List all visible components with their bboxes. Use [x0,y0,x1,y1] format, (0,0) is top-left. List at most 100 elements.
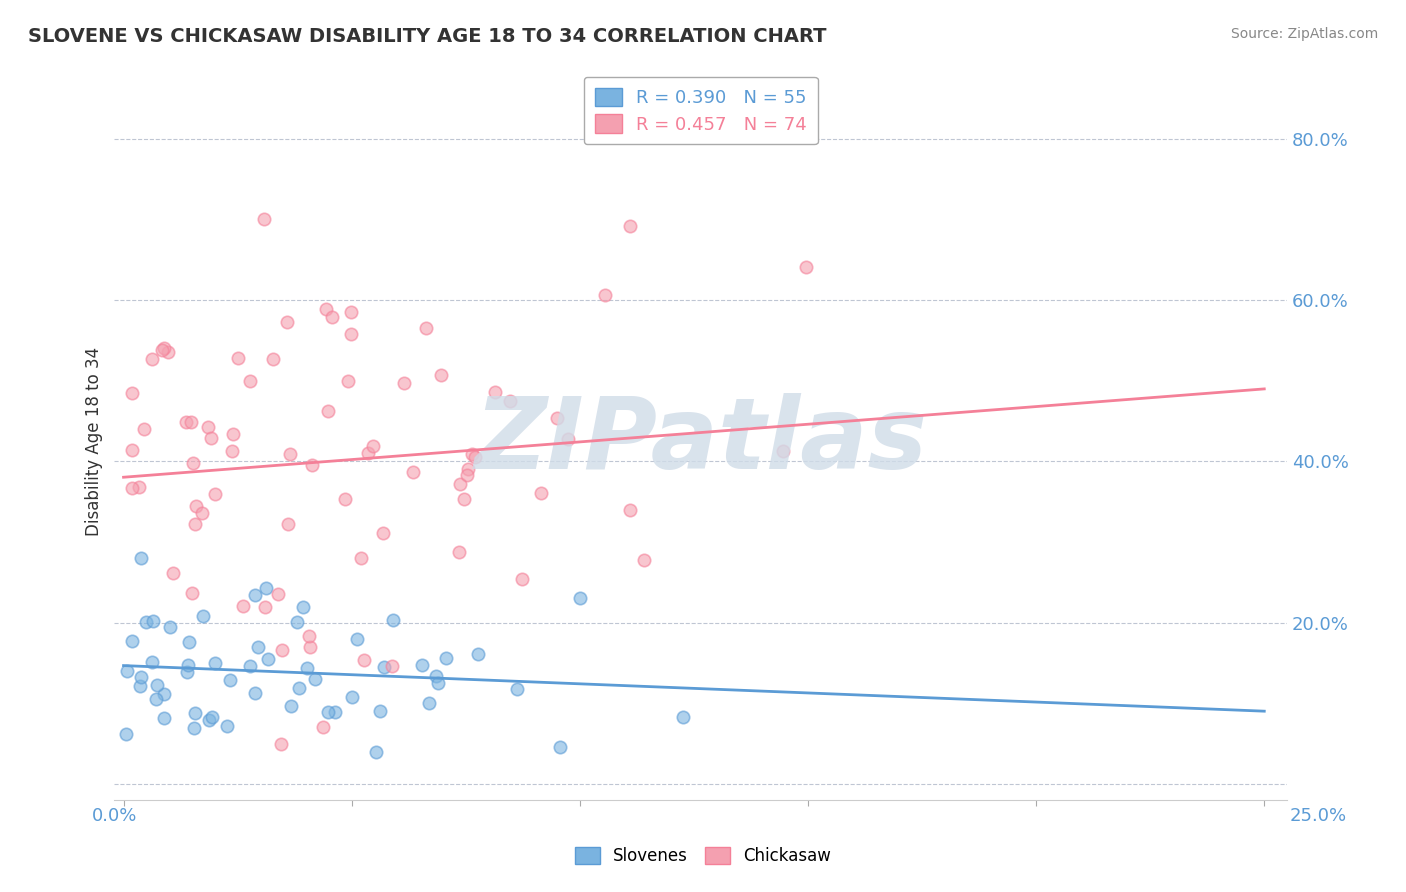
Chickasaw [276,315,298,329]
Slovenes [146,678,169,692]
Chickasaw [271,643,294,657]
Chickasaw [449,476,471,491]
Chickasaw [262,351,284,366]
Chickasaw [361,439,384,453]
Chickasaw [132,422,155,436]
Chickasaw [191,506,214,520]
Slovenes [505,682,527,697]
Slovenes [288,681,311,695]
Slovenes [153,687,176,701]
Chickasaw [311,720,333,734]
Text: 0.0%: 0.0% [91,807,136,825]
Chickasaw [315,301,337,316]
Slovenes [342,690,364,705]
Chickasaw [270,737,292,751]
Chickasaw [340,305,363,319]
Chickasaw [239,375,262,389]
Slovenes [550,740,572,755]
Slovenes [191,609,214,624]
Slovenes [243,588,266,602]
Slovenes [418,696,440,710]
Chickasaw [593,288,616,302]
Slovenes [129,551,152,566]
Chickasaw [316,404,339,418]
Slovenes [425,669,447,683]
Chickasaw [430,368,453,382]
Chickasaw [141,351,163,366]
Slovenes [568,591,591,605]
Slovenes [411,658,433,673]
Chickasaw [498,393,520,408]
Slovenes [183,721,205,735]
Chickasaw [180,415,202,429]
Chickasaw [183,456,205,470]
Slovenes [467,647,489,661]
Chickasaw [461,447,484,461]
Chickasaw [121,386,143,401]
Slovenes [238,658,260,673]
Chickasaw [546,411,568,425]
Slovenes [184,706,207,721]
Chickasaw [253,600,276,615]
Chickasaw [337,375,360,389]
Chickasaw [449,544,471,558]
Slovenes [219,673,242,687]
Chickasaw [321,310,343,324]
Slovenes [117,664,139,678]
Slovenes [131,670,153,684]
Chickasaw [301,458,323,473]
Chickasaw [619,219,641,233]
Slovenes [142,614,165,628]
Slovenes [201,710,224,724]
Slovenes [129,679,152,693]
Slovenes [381,613,404,627]
Slovenes [373,660,395,674]
Chickasaw [794,260,817,274]
Chickasaw [350,551,373,566]
Chickasaw [162,566,184,581]
Chickasaw [267,587,290,601]
Slovenes [426,676,449,690]
Chickasaw [298,629,321,643]
Chickasaw [453,491,475,506]
Chickasaw [221,443,243,458]
Chickasaw [484,385,506,400]
Slovenes [135,615,157,629]
Slovenes [247,640,270,654]
Chickasaw [128,480,150,494]
Chickasaw [394,376,416,390]
Slovenes [204,656,226,670]
Chickasaw [298,640,321,654]
Y-axis label: Disability Age 18 to 34: Disability Age 18 to 34 [86,347,103,536]
Chickasaw [232,599,254,613]
Slovenes [295,661,318,675]
Chickasaw [619,503,641,517]
Chickasaw [121,442,143,457]
Slovenes [292,599,315,614]
Chickasaw [456,467,478,482]
Legend: Slovenes, Chickasaw: Slovenes, Chickasaw [565,837,841,875]
Chickasaw [415,320,437,334]
Chickasaw [184,516,207,531]
Chickasaw [464,450,486,464]
Text: ZIPatlas: ZIPatlas [474,392,928,490]
Slovenes [114,727,136,741]
Slovenes [145,692,167,706]
Slovenes [280,699,302,714]
Slovenes [141,655,163,669]
Chickasaw [197,420,219,434]
Chickasaw [333,492,356,507]
Chickasaw [152,341,174,355]
Text: SLOVENE VS CHICKASAW DISABILITY AGE 18 TO 34 CORRELATION CHART: SLOVENE VS CHICKASAW DISABILITY AGE 18 T… [28,27,827,45]
Chickasaw [357,446,380,460]
Chickasaw [353,653,375,667]
Chickasaw [184,499,207,513]
Slovenes [177,635,200,649]
Slovenes [153,711,176,725]
Slovenes [121,634,143,648]
Slovenes [304,672,326,686]
Slovenes [198,714,221,728]
Slovenes [364,745,387,759]
Chickasaw [457,461,479,475]
Chickasaw [371,525,394,540]
